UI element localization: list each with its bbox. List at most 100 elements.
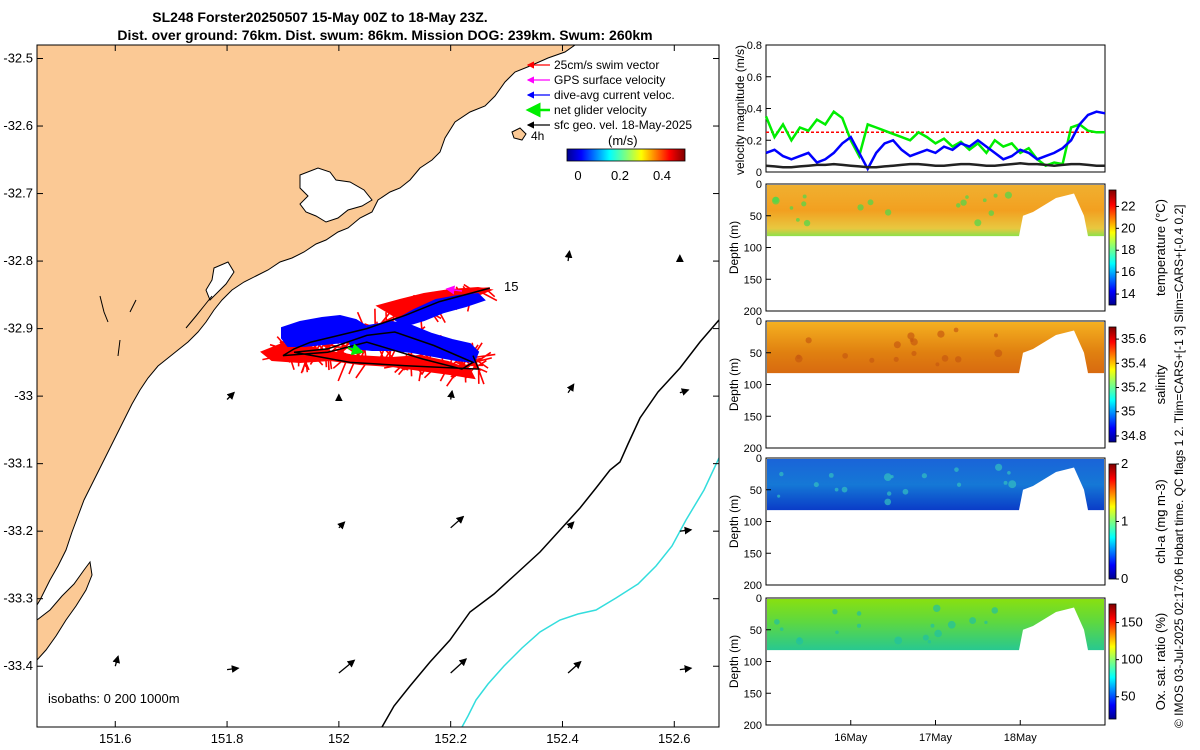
section-speckle [974,219,982,227]
map-x-axis: 151.6 151.8 152 152.2 152.4 152.6 [99,45,691,746]
lake [299,167,373,223]
section-speckle [834,487,839,492]
section-speckle [832,608,838,615]
legend-swim-label: 25cm/s swim vector [554,58,659,72]
geostrophic-arrow [226,391,235,400]
section-speckle [993,333,998,338]
section-speckle [954,467,959,472]
colorbar-title: (m/s) [608,133,638,148]
section-speckle [1007,470,1011,475]
section-speckle [867,199,874,206]
section-speckle [795,637,804,645]
section-speckle [869,357,875,363]
geostrophic-arrow [679,388,690,396]
section-y-tick-label: 0 [756,593,762,605]
section-speckle [857,204,864,211]
speed-colorbar [566,148,686,162]
section-y-tick-label: 50 [750,348,762,360]
velocity-y-tick-label: 0.2 [747,135,762,147]
section-speckle [921,473,927,479]
section-x-tick-label: 16May [834,732,868,744]
velocity-line-4 [765,162,1105,169]
section-y-tick-label: 0 [756,453,762,465]
section-speckle [774,619,780,625]
colorbar-tick-label: 35.4 [1121,355,1146,370]
section-speckle [969,617,977,625]
section-speckle [802,194,807,199]
section-speckle [965,195,969,199]
map-x-tick-label: 152 [328,731,350,746]
colorbar-tick-label: 35.2 [1121,380,1146,395]
section-speckle [933,604,941,612]
land-mass [37,45,576,606]
colorbar-tick-label: 150 [1121,615,1143,630]
legend-current-label: dive-avg current veloc. [554,88,675,102]
river-estuary [99,295,213,357]
section-y-tick-label: 100 [744,243,762,255]
section-speckle [984,620,988,625]
map-y-tick-label: -32.6 [3,118,33,133]
colorbar-tick-label: 22 [1121,198,1135,213]
section-speckle [995,463,1003,471]
section-speckle [954,356,962,363]
section-speckle [893,341,901,349]
velocity-y-tick-label: 0.8 [747,40,762,52]
section-speckle [930,623,935,628]
map-frame [36,44,720,728]
velocity-ylabel: velocity magnitude (m/s) [733,45,747,175]
geostrophic-arrow [564,249,573,262]
section-speckle [927,640,932,644]
section-y-tick-label: 0 [756,179,762,191]
section-speckle [893,356,899,362]
section-y-tick-label: 200 [744,580,762,592]
geostrophic-arrow [112,655,121,667]
section-speckle [883,473,892,481]
section-speckle [813,482,819,488]
velocity-y-tick-label: 0.4 [747,104,762,116]
colorbar-label: chl-a (mg m-3) [1153,479,1168,564]
section-speckle [803,219,811,227]
section-speckle [994,349,1003,358]
title-line-2: Dist. over ground: 76km. Dist. swum: 86k… [117,27,653,43]
velocity-line-3 [765,110,1106,172]
section-y-tick-label: 50 [750,211,762,223]
section-speckle [779,471,784,477]
geostrophic-arrow [450,658,468,674]
section-speckle [884,209,892,216]
section-speckle [835,630,839,635]
section-y-tick-label: 150 [744,548,762,560]
geostrophic-arrow [679,665,693,673]
section-field [767,322,1104,374]
section-speckle [960,199,967,206]
current-vector-band-3 [394,292,486,328]
section-speckle [941,355,949,362]
colorbar-tick-label: 20 [1121,220,1135,235]
colorbar-tick-label: 35.6 [1121,331,1146,346]
map-legend: 25cm/s swim vector GPS surface velocity … [525,58,692,183]
time-label: 4h [531,129,544,143]
section-speckle [1008,480,1017,489]
section-ylabel: Depth (m) [727,635,741,688]
geostrophic-arrow [566,383,575,394]
map-x-tick-label: 152.2 [434,731,467,746]
section-speckle [801,201,807,207]
velocity-series [764,109,1106,172]
velocity-y-axis: 0 0.2 0.4 0.6 0.8 [747,40,771,179]
net-velocity-arrow [347,343,364,356]
section-panel-oxygen-saturation: 0 50 100 150 200 Depth (m) 50 100 150 Ox. sat. ra… [727,593,1168,744]
section-speckle [935,362,940,367]
section-speckle [947,620,956,629]
colorbar-tick-label: 14 [1121,286,1135,301]
section-speckle [956,203,961,208]
map-y-tick-label: -32.9 [3,321,33,336]
geostrophic-arrow [567,660,582,674]
section-field [767,599,1104,651]
section-speckle [886,491,892,496]
colorbar-label: temperature (°C) [1153,199,1168,296]
section-y-tick-label: 150 [744,411,762,423]
start-label: 15 [504,279,518,294]
map-y-tick-label: -32.8 [3,253,33,268]
section-colorbar [1108,189,1117,306]
section-field [767,185,1104,237]
